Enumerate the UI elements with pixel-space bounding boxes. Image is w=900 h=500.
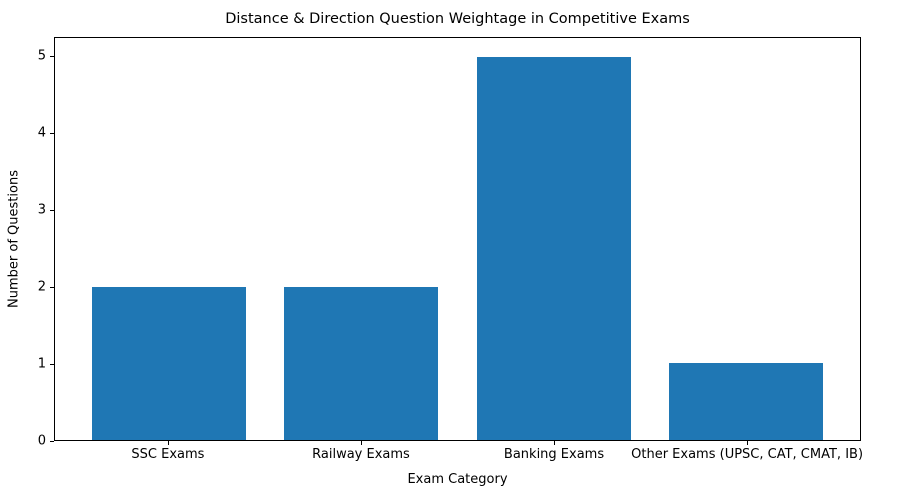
x-tick-label: SSC Exams	[131, 447, 205, 462]
x-tick-label: Banking Exams	[503, 447, 605, 462]
x-tick-mark	[554, 441, 556, 445]
x-tick-mark	[360, 441, 362, 445]
y-axis-label: Number of Questions	[6, 170, 22, 308]
x-tick-mark	[747, 441, 749, 445]
x-axis-label: Exam Category	[407, 472, 508, 487]
x-tick-label: Other Exams (UPSC, CAT, CMAT, IB)	[631, 447, 864, 462]
y-tick-label: 0	[37, 433, 46, 449]
bar	[91, 286, 246, 440]
bar	[284, 286, 439, 440]
y-tick-mark	[50, 56, 54, 58]
bar	[476, 57, 631, 440]
y-tick-mark	[50, 133, 54, 135]
y-tick-mark	[50, 441, 54, 442]
y-tick-mark	[50, 287, 54, 289]
x-tick-mark	[167, 441, 169, 445]
y-tick-mark	[50, 364, 54, 366]
y-tick-label: 3	[37, 202, 46, 218]
y-tick-mark	[50, 210, 54, 212]
y-tick-label: 5	[37, 48, 46, 64]
x-tick-label: Railway Exams	[312, 447, 410, 462]
y-tick-label: 4	[37, 125, 46, 141]
plot-area	[54, 37, 861, 441]
bar	[669, 363, 824, 440]
y-tick-label: 1	[37, 356, 46, 372]
chart-title: Distance & Direction Question Weightage …	[225, 11, 690, 27]
y-tick-label: 2	[37, 279, 46, 295]
